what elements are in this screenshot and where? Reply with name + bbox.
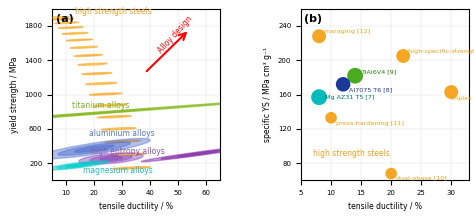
- Point: [400, 54, 407, 58]
- Ellipse shape: [0, 98, 300, 133]
- Ellipse shape: [105, 140, 141, 143]
- Text: (a): (a): [55, 14, 73, 24]
- Ellipse shape: [55, 22, 79, 24]
- Text: high entropy alloys: high entropy alloys: [91, 147, 165, 156]
- Text: Al7075 T6 [8]: Al7075 T6 [8]: [349, 88, 392, 93]
- Y-axis label: specific YS / MPa cm³ g⁻¹: specific YS / MPa cm³ g⁻¹: [263, 47, 272, 142]
- Point: [339, 82, 347, 86]
- Ellipse shape: [141, 146, 255, 162]
- Ellipse shape: [94, 83, 109, 84]
- Text: dual-phase [10]: dual-phase [10]: [396, 176, 447, 181]
- Ellipse shape: [101, 128, 136, 130]
- Point: [328, 116, 335, 119]
- Ellipse shape: [57, 162, 98, 168]
- Ellipse shape: [110, 128, 127, 129]
- Text: magnesium alloys: magnesium alloys: [83, 166, 153, 175]
- Point: [315, 35, 323, 38]
- Ellipse shape: [93, 104, 127, 106]
- Ellipse shape: [74, 145, 114, 152]
- Ellipse shape: [58, 27, 83, 29]
- Ellipse shape: [86, 82, 117, 85]
- Ellipse shape: [178, 151, 218, 157]
- Point: [447, 90, 455, 94]
- Ellipse shape: [79, 153, 143, 164]
- Text: (b): (b): [304, 14, 322, 24]
- Ellipse shape: [118, 154, 136, 155]
- Ellipse shape: [0, 104, 219, 126]
- Ellipse shape: [46, 16, 69, 18]
- Text: maraging [12]: maraging [12]: [324, 29, 370, 34]
- Text: triplex [14]: triplex [14]: [451, 96, 474, 101]
- Ellipse shape: [61, 22, 72, 23]
- Point: [315, 95, 323, 99]
- Ellipse shape: [97, 116, 131, 118]
- Ellipse shape: [127, 181, 145, 183]
- Point: [387, 172, 395, 175]
- Ellipse shape: [100, 157, 122, 160]
- Ellipse shape: [121, 195, 160, 198]
- Ellipse shape: [109, 153, 146, 156]
- Text: high strength steels: high strength steels: [74, 7, 151, 16]
- Point: [351, 74, 359, 77]
- Ellipse shape: [74, 54, 102, 57]
- Text: titanium alloys: titanium alloys: [72, 101, 129, 110]
- Ellipse shape: [66, 164, 88, 167]
- Text: TiAl6V4 [9]: TiAl6V4 [9]: [361, 69, 397, 74]
- Ellipse shape: [90, 155, 132, 162]
- Ellipse shape: [102, 104, 118, 106]
- Text: high-specific-strength [13]: high-specific-strength [13]: [408, 49, 474, 54]
- Ellipse shape: [125, 210, 165, 213]
- Ellipse shape: [135, 210, 155, 212]
- Ellipse shape: [62, 33, 88, 34]
- Ellipse shape: [77, 47, 91, 48]
- Text: press-hardening [11]: press-hardening [11]: [336, 121, 404, 126]
- Ellipse shape: [58, 142, 130, 155]
- Ellipse shape: [70, 46, 98, 48]
- Text: aluminium alloys: aluminium alloys: [89, 129, 154, 138]
- Ellipse shape: [53, 17, 63, 18]
- Ellipse shape: [85, 64, 100, 65]
- Ellipse shape: [117, 181, 155, 183]
- Ellipse shape: [161, 149, 235, 159]
- Ellipse shape: [78, 63, 107, 65]
- Ellipse shape: [69, 33, 82, 34]
- Y-axis label: yield strength / MPa: yield strength / MPa: [10, 56, 19, 133]
- Ellipse shape: [82, 73, 112, 75]
- Ellipse shape: [38, 138, 150, 159]
- X-axis label: tensile ductility / %: tensile ductility / %: [99, 202, 173, 211]
- Ellipse shape: [0, 109, 150, 121]
- Text: high strength steels: high strength steels: [313, 149, 390, 158]
- Ellipse shape: [46, 161, 109, 170]
- Ellipse shape: [50, 18, 74, 20]
- X-axis label: tensile ductility / %: tensile ductility / %: [348, 202, 422, 211]
- Text: Alloy design: Alloy design: [156, 14, 194, 55]
- Ellipse shape: [90, 93, 122, 95]
- Ellipse shape: [113, 167, 150, 169]
- Ellipse shape: [66, 39, 93, 41]
- Text: Mg AZ31 T5 [7]: Mg AZ31 T5 [7]: [325, 95, 374, 100]
